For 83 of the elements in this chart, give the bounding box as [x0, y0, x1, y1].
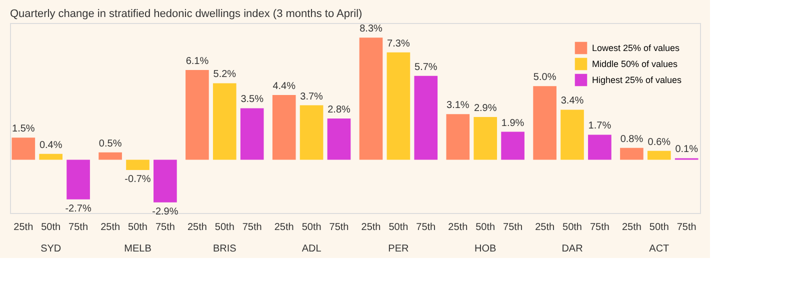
- text: 25th: [14, 222, 34, 233]
- legend-label: Middle 50% of values: [592, 59, 678, 69]
- bar: [39, 154, 63, 160]
- x-tick-label: HOB: [474, 244, 497, 254]
- chart-title: Quarterly change in stratified hedonic dwellings index (3 months to April): [10, 8, 362, 20]
- bar: [12, 138, 36, 160]
- bar: [620, 148, 644, 160]
- bar: [414, 76, 438, 160]
- data-label: 1.7%: [588, 120, 612, 132]
- x-tick-label: ACT: [649, 244, 670, 254]
- bar: [212, 83, 236, 160]
- text: 50th: [302, 222, 322, 233]
- text: 25th: [100, 222, 120, 233]
- data-label: 3.1%: [446, 100, 470, 112]
- bar: [501, 132, 524, 160]
- data-label: 2.9%: [474, 103, 497, 114]
- data-label: 3.7%: [300, 91, 324, 102]
- bar: [66, 160, 90, 200]
- text: 75th: [155, 222, 175, 233]
- bar: [300, 105, 324, 160]
- data-label: 5.2%: [213, 69, 236, 80]
- text: 25th: [535, 222, 555, 233]
- text: 25th: [622, 222, 642, 233]
- x-tick-label: SYD: [40, 244, 62, 254]
- text: 50th: [128, 222, 148, 233]
- data-label: 4.4%: [272, 80, 296, 92]
- text: 75th: [503, 222, 523, 233]
- text: 75th: [590, 222, 610, 233]
- data-label: -2.9%: [152, 206, 178, 218]
- x-tick-label: DAR: [562, 244, 583, 254]
- data-label: 0.6%: [648, 136, 671, 148]
- bar: [240, 108, 264, 160]
- data-label: -0.7%: [124, 174, 151, 185]
- bar: [272, 94, 296, 160]
- data-label: 7.3%: [387, 38, 410, 50]
- bar: [560, 110, 584, 160]
- bar: [154, 160, 177, 202]
- text: 75th: [416, 222, 436, 233]
- text: 75th: [329, 222, 349, 233]
- data-label: 8.3%: [360, 24, 383, 35]
- text: 50th: [388, 222, 408, 233]
- data-label: 0.8%: [620, 134, 644, 145]
- x-tick-label: MELB: [124, 244, 152, 254]
- text: 25th: [448, 222, 468, 233]
- legend-label: Lowest 25% of values: [592, 43, 680, 53]
- data-label: -2.7%: [65, 203, 92, 214]
- text: 25th: [274, 222, 294, 233]
- data-label: 1.9%: [501, 118, 524, 129]
- bar: [359, 38, 383, 160]
- x-tick-label: PER: [388, 244, 409, 254]
- text: 75th: [68, 222, 88, 233]
- bar: [186, 70, 209, 160]
- bar: [588, 134, 612, 160]
- data-label: 3.4%: [560, 96, 584, 107]
- bar: [647, 150, 671, 160]
- bar: [533, 86, 556, 160]
- bar: [327, 118, 351, 160]
- text: 75th: [242, 222, 262, 233]
- text: 50th: [214, 222, 234, 233]
- data-label: 0.5%: [98, 138, 122, 150]
- data-label: 6.1%: [186, 56, 209, 67]
- bar: [98, 152, 122, 160]
- bar: [474, 117, 498, 160]
- data-label: 5.7%: [414, 62, 438, 73]
- text: 50th: [41, 222, 61, 233]
- bar: [126, 160, 150, 170]
- text: 25th: [361, 222, 381, 233]
- bar: [446, 114, 470, 160]
- data-label: 0.4%: [39, 140, 62, 151]
- data-label: 0.1%: [675, 144, 698, 156]
- data-label: 1.5%: [12, 124, 35, 135]
- text: 25th: [187, 222, 207, 233]
- bar: [386, 52, 410, 160]
- legend-label: Highest 25% of values: [592, 75, 682, 85]
- text: 50th: [649, 222, 669, 233]
- text: 50th: [476, 222, 496, 233]
- data-label: 3.5%: [240, 94, 264, 106]
- text: 50th: [562, 222, 582, 233]
- x-tick-label: BRIS: [212, 244, 237, 254]
- x-tick-label: ADL: [302, 244, 322, 254]
- text: 75th: [676, 222, 696, 233]
- data-label: 2.8%: [328, 104, 350, 116]
- data-label: 5.0%: [533, 72, 556, 84]
